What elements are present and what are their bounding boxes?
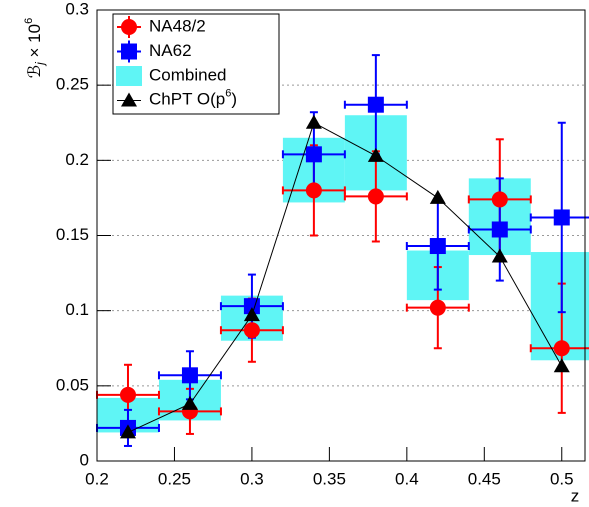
y-axis-label: ℬj × 106	[23, 18, 47, 78]
x-tick-label: 0.5	[550, 469, 574, 488]
legend-label: NA62	[149, 41, 192, 60]
point	[429, 238, 446, 255]
plot-frame	[96, 9, 586, 462]
y-tick-label: 0.3	[65, 0, 89, 18]
theory-point	[367, 147, 384, 162]
point	[243, 322, 260, 339]
legend-superscript: 6	[225, 87, 231, 99]
theory-point	[491, 248, 508, 263]
y-label-superscript: 6	[23, 18, 35, 24]
theory-point	[181, 395, 198, 410]
y-tick-label: 0.1	[65, 300, 89, 319]
point	[367, 96, 384, 113]
y-tick-label: 0.2	[65, 150, 89, 169]
point	[119, 386, 136, 403]
x-tick-label: 0.4	[395, 469, 419, 488]
legend-label: ChPT O(p6)	[149, 87, 237, 109]
y-tick-label: 0.15	[56, 225, 89, 244]
legend-text: )	[231, 90, 237, 109]
point	[553, 209, 570, 226]
legend-label: NA48/2	[149, 16, 206, 35]
theory-point	[243, 307, 260, 322]
legend-box	[112, 13, 280, 115]
legend-marker	[121, 43, 137, 60]
point	[491, 221, 508, 238]
point	[305, 182, 322, 199]
theory-point	[119, 424, 136, 439]
theory-point	[305, 114, 322, 129]
theory-point	[429, 189, 446, 204]
y-label-subscript: j	[33, 62, 47, 67]
x-axis-label: z	[571, 486, 580, 505]
x-tick-label: 0.3	[240, 469, 264, 488]
x-tick-label: 0.2	[85, 469, 109, 488]
y-label-symbol: ℬ	[25, 65, 44, 78]
point	[305, 146, 322, 163]
theory-point	[553, 358, 570, 373]
legend-marker	[121, 92, 137, 107]
x-tick-label: 0.25	[158, 469, 191, 488]
y-tick-label: 0.25	[56, 75, 89, 94]
y-tick-label: 0	[80, 450, 89, 469]
x-tick-label: 0.45	[468, 469, 501, 488]
x-tick-label: 0.35	[313, 469, 346, 488]
legend-marker	[116, 66, 142, 86]
legend-label: Combined	[149, 65, 227, 84]
legend-text: ChPT O(p	[149, 90, 225, 109]
legend-marker	[121, 19, 137, 35]
y-tick-label: 0.05	[56, 375, 89, 394]
point	[181, 367, 198, 384]
y-label-text: × 10	[25, 24, 44, 62]
point	[553, 340, 570, 357]
point	[367, 188, 384, 205]
theory-line	[127, 122, 563, 433]
point	[491, 191, 508, 208]
point	[429, 299, 446, 316]
